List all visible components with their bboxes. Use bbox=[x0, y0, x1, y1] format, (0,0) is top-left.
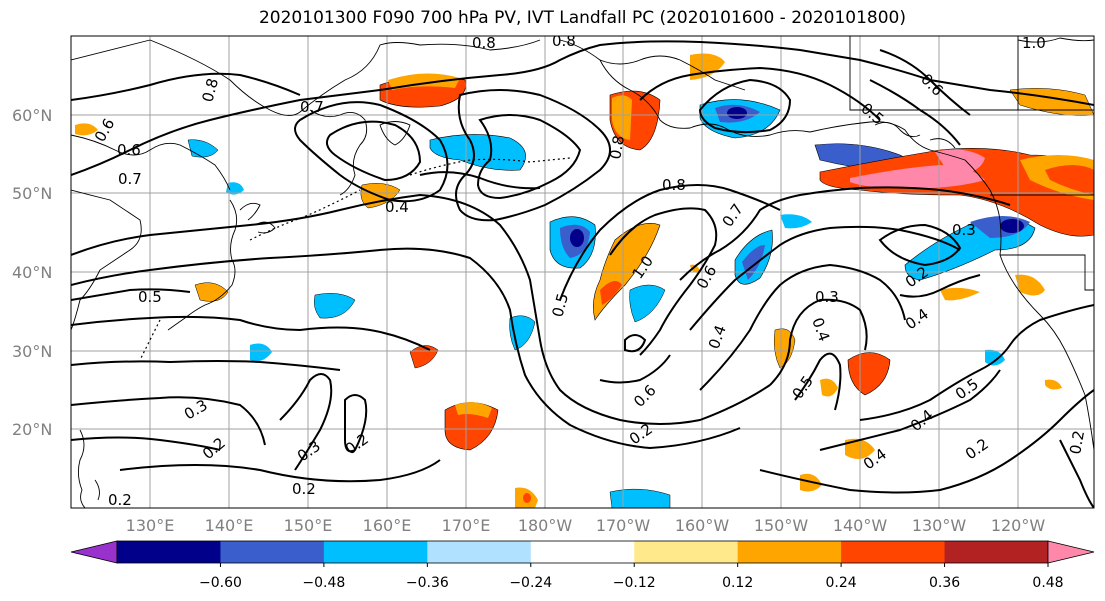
contour-label: 0.2 bbox=[108, 491, 132, 509]
lon-label: 150°W bbox=[754, 516, 809, 535]
colorbar-cell bbox=[944, 541, 1049, 563]
lon-label: 170°E bbox=[442, 516, 491, 535]
island-arcs bbox=[139, 157, 571, 361]
latitude-labels: 60°N 50°N 40°N 30°N 20°N bbox=[12, 106, 52, 439]
colorbar-arrow-left bbox=[70, 540, 118, 564]
colorbar-tick-label: −0.48 bbox=[302, 575, 345, 591]
lon-label: 170°W bbox=[596, 516, 651, 535]
lat-label: 40°N bbox=[12, 263, 52, 282]
lat-label: 30°N bbox=[12, 342, 52, 361]
lon-label: 160°W bbox=[675, 516, 730, 535]
contour-label: 0.5 bbox=[138, 288, 162, 306]
longitude-labels: 130°E 140°E 150°E 160°E 170°E 180°W 170°… bbox=[126, 516, 1046, 535]
lat-label: 50°N bbox=[12, 184, 52, 203]
map-title: 2020101300 F090 700 hPa PV, IVT Landfall… bbox=[258, 8, 906, 28]
lon-label: 140°E bbox=[205, 516, 254, 535]
colorbar-cells bbox=[116, 540, 1049, 564]
colorbar-tick-label: 0.12 bbox=[722, 575, 753, 591]
colorbar-arrow-right bbox=[1047, 540, 1095, 564]
contour-label: 0.6 bbox=[117, 141, 141, 159]
contour-label: 0.8 bbox=[198, 76, 222, 104]
lon-label: 160°E bbox=[363, 516, 412, 535]
colorbar-tick-label: −0.60 bbox=[199, 575, 242, 591]
contour-label: 0.8 bbox=[472, 34, 496, 52]
lon-label: 130°W bbox=[912, 516, 967, 535]
colorbar-cell bbox=[427, 541, 532, 563]
contour-label: 0.8 bbox=[606, 134, 628, 161]
contour-label: 0.2 bbox=[1066, 429, 1088, 456]
contour-label: 0.5 bbox=[548, 291, 572, 319]
lon-label: 120°W bbox=[991, 516, 1046, 535]
lat-label: 20°N bbox=[12, 420, 52, 439]
lon-label: 150°E bbox=[284, 516, 333, 535]
colorbar-cell bbox=[634, 541, 739, 563]
colorbar-cell bbox=[220, 541, 325, 563]
contour-label: 0.4 bbox=[385, 198, 409, 216]
coastlines bbox=[71, 36, 1094, 508]
map-frame bbox=[70, 35, 1095, 509]
colorbar-tick-label: 0.24 bbox=[826, 575, 857, 591]
colorbar-cell bbox=[530, 541, 635, 563]
colorbar-cell bbox=[737, 541, 842, 563]
contour-label: 0.3 bbox=[952, 221, 976, 239]
map-plot-area: 0.8 0.8 1.0 0.8 0.6 0.6 0.7 0.7 0.4 0.8 … bbox=[71, 32, 1094, 509]
contour-label: 0.7 bbox=[118, 170, 142, 188]
contour-label: 0.7 bbox=[300, 98, 324, 116]
lon-label: 180°W bbox=[518, 516, 573, 535]
lon-label: 130°E bbox=[126, 516, 175, 535]
contour-label: 0.3 bbox=[815, 288, 839, 306]
colorbar-cell bbox=[117, 541, 221, 563]
lon-label: 140°W bbox=[833, 516, 888, 535]
contour-label: 0.8 bbox=[552, 32, 576, 50]
contour-label: 0.2 bbox=[292, 480, 316, 498]
colorbar-cell bbox=[841, 541, 946, 563]
colorbar-ticks: −0.60 −0.48 −0.36 −0.24 −0.12 0.12 0.24 0.36 0.4… bbox=[199, 563, 1064, 591]
colorbar-tick-label: 0.36 bbox=[929, 575, 960, 591]
colorbar-tick-label: −0.24 bbox=[509, 575, 552, 591]
colorbar-tick-label: −0.12 bbox=[613, 575, 656, 591]
contour-label: 0.8 bbox=[662, 176, 686, 194]
colorbar: −0.60 −0.48 −0.36 −0.24 −0.12 0.12 0.24 0.36 0.4… bbox=[70, 540, 1095, 591]
pv-contours bbox=[71, 40, 1094, 508]
colorbar-tick-label: 0.48 bbox=[1032, 575, 1063, 591]
contour-label: 1.0 bbox=[1022, 34, 1046, 52]
colorbar-tick-label: −0.36 bbox=[406, 575, 449, 591]
lat-label: 60°N bbox=[12, 106, 52, 125]
colorbar-cell bbox=[323, 541, 428, 563]
